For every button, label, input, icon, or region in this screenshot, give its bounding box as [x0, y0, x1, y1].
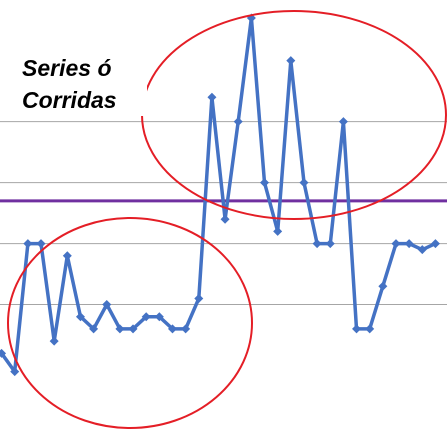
- highlight-circle-above: [141, 10, 447, 220]
- data-point-25: [312, 239, 322, 249]
- data-point-8: [89, 324, 99, 334]
- data-point-6: [62, 251, 72, 261]
- data-point-4: [36, 239, 46, 249]
- data-point-14: [167, 324, 177, 334]
- data-point-5: [49, 336, 59, 346]
- data-point-28: [352, 324, 362, 334]
- annotation-line-1: Series ó: [22, 55, 112, 81]
- series-line: [0, 16, 437, 374]
- data-point-24: [299, 178, 309, 188]
- highlight-circle-below: [7, 217, 253, 429]
- data-point-21: [260, 178, 270, 188]
- data-point-9: [102, 300, 112, 310]
- data-point-16: [194, 293, 204, 303]
- series-annotation: Series ó Corridas: [22, 52, 147, 116]
- data-point-27: [338, 117, 348, 127]
- data-point-29: [365, 324, 375, 334]
- data-point-19: [233, 117, 243, 127]
- data-point-12: [141, 312, 151, 322]
- data-point-15: [181, 324, 191, 334]
- data-markers: [0, 13, 440, 377]
- data-point-1: [0, 348, 7, 358]
- data-point-23: [286, 56, 296, 66]
- data-point-22: [273, 226, 283, 236]
- data-point-11: [128, 324, 138, 334]
- data-point-7: [75, 312, 85, 322]
- data-point-13: [154, 312, 164, 322]
- data-point-18: [220, 214, 230, 224]
- data-point-10: [115, 324, 125, 334]
- annotation-line-2: Corridas: [22, 87, 117, 113]
- data-point-33: [417, 245, 427, 255]
- data-point-26: [325, 239, 335, 249]
- data-point-34: [430, 239, 440, 249]
- gridlines: [0, 121, 447, 306]
- data-point-2: [10, 367, 20, 377]
- data-point-31: [391, 239, 401, 249]
- data-point-30: [378, 281, 388, 291]
- data-point-3: [23, 239, 33, 249]
- data-point-32: [404, 239, 414, 249]
- data-point-17: [207, 92, 217, 102]
